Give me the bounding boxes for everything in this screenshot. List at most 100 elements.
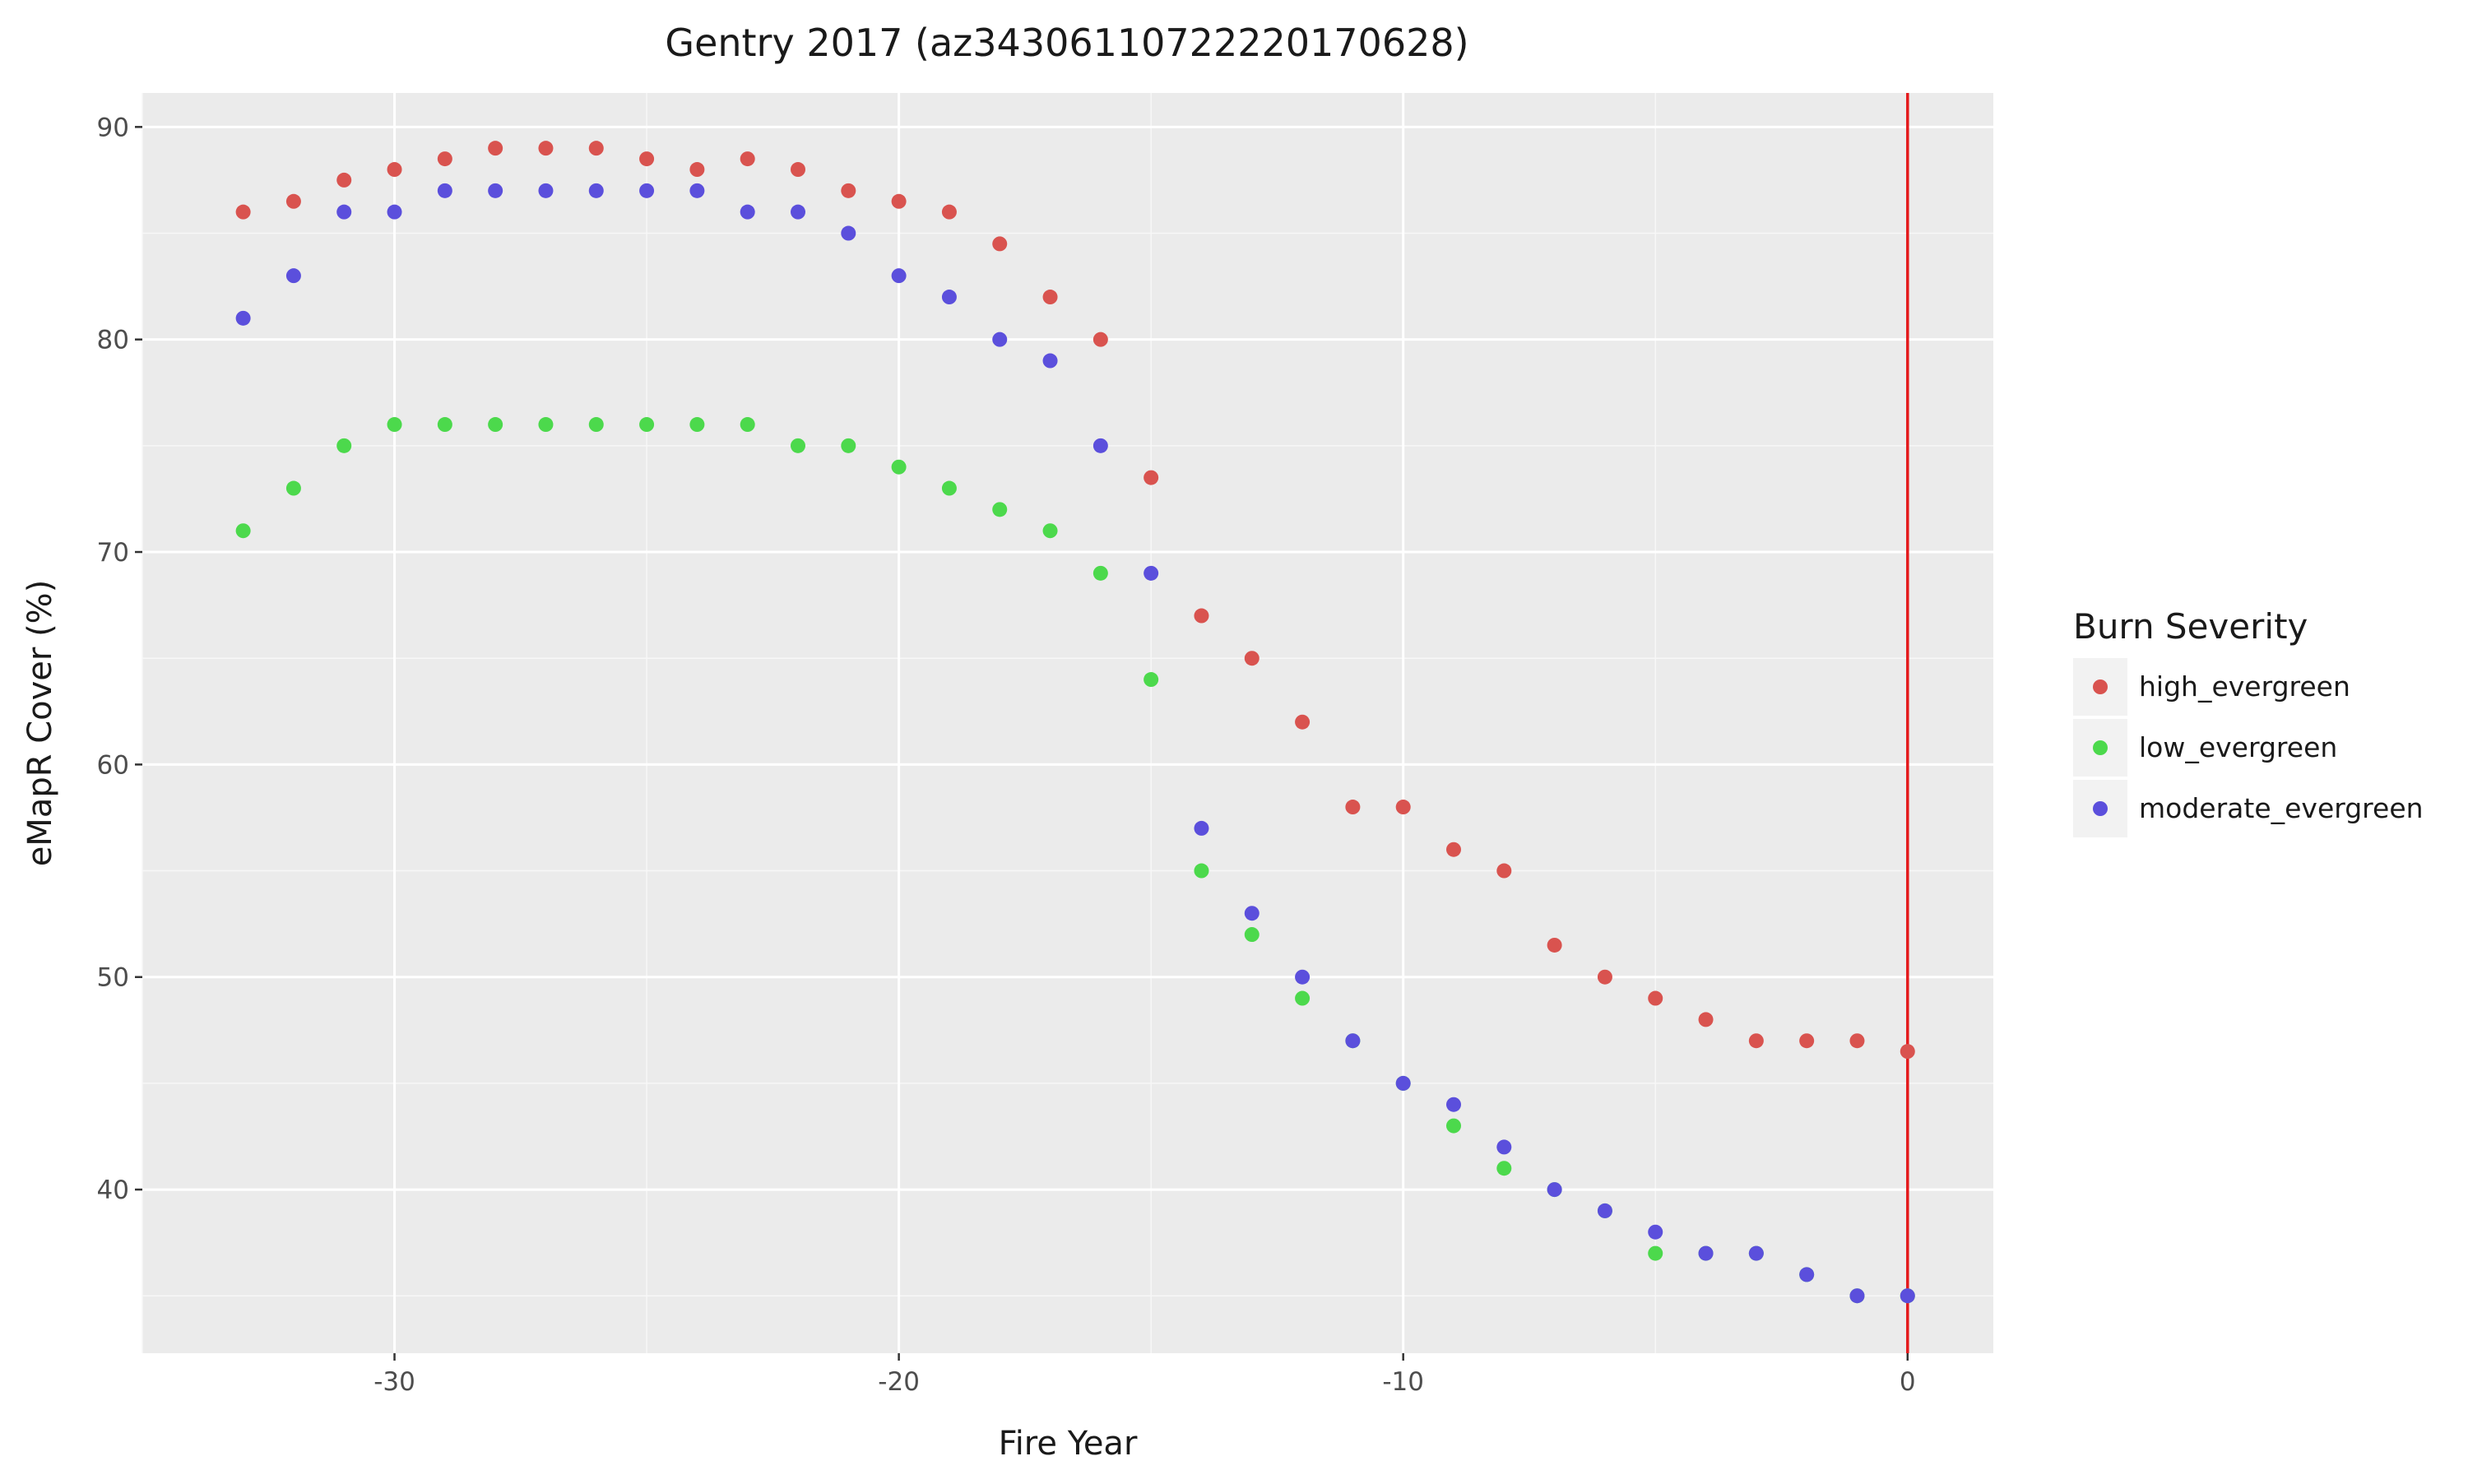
- data-point: [941, 290, 957, 305]
- data-point: [1395, 800, 1411, 815]
- series-moderate_evergreen: [235, 183, 1915, 1304]
- y-tick-label: 80: [97, 326, 129, 355]
- data-point: [588, 417, 604, 433]
- y-axis-label: eMapR Cover (%): [21, 580, 59, 867]
- data-point: [689, 417, 705, 433]
- data-point: [1849, 1033, 1865, 1049]
- data-point: [1748, 1245, 1764, 1261]
- data-point: [1799, 1267, 1815, 1282]
- grid-minor: [141, 93, 1993, 1353]
- data-point: [1496, 1139, 1512, 1155]
- data-point: [791, 438, 806, 453]
- data-point: [538, 183, 554, 198]
- data-point: [1144, 565, 1159, 581]
- data-point: [1446, 1118, 1462, 1134]
- data-point: [1042, 290, 1058, 305]
- data-point: [941, 480, 957, 496]
- y-tick-label: 50: [97, 963, 129, 993]
- data-point: [1194, 608, 1209, 624]
- data-point: [841, 183, 856, 198]
- data-point: [841, 438, 856, 453]
- data-point: [1748, 1033, 1764, 1049]
- data-point: [639, 417, 655, 433]
- legend-label: high_evergreen: [2139, 670, 2350, 703]
- data-point: [1042, 353, 1058, 369]
- data-point: [488, 417, 503, 433]
- data-point: [1093, 332, 1108, 347]
- legend-marker: [2093, 801, 2108, 816]
- data-point: [1194, 863, 1209, 879]
- data-point: [1144, 470, 1159, 485]
- data-point: [1295, 969, 1311, 985]
- data-point: [1698, 1012, 1714, 1027]
- chart-title: Gentry 2017 (az34306110722220170628): [665, 21, 1468, 65]
- x-axis-ticks: -30 -20 -10 0: [373, 1353, 1916, 1397]
- legend-marker: [2093, 740, 2108, 755]
- x-tick-label: -10: [1382, 1367, 1424, 1397]
- x-tick-label: 0: [1900, 1367, 1916, 1397]
- y-tick-label: 70: [97, 538, 129, 568]
- data-point: [639, 151, 655, 167]
- data-point: [1547, 937, 1562, 953]
- data-point: [1648, 1224, 1663, 1240]
- data-point: [1042, 523, 1058, 539]
- data-point: [538, 417, 554, 433]
- data-point: [791, 162, 806, 178]
- data-point: [437, 183, 452, 198]
- data-point: [387, 417, 402, 433]
- legend-label: moderate_evergreen: [2139, 792, 2424, 824]
- data-point: [841, 225, 856, 241]
- data-point: [1093, 438, 1108, 453]
- data-point: [1849, 1288, 1865, 1304]
- data-point: [235, 204, 251, 220]
- data-point: [1597, 969, 1612, 985]
- data-point: [1900, 1288, 1915, 1304]
- data-point: [1496, 1161, 1512, 1176]
- data-point: [891, 193, 907, 209]
- legend-title: Burn Severity: [2073, 606, 2308, 647]
- legend-marker: [2093, 679, 2108, 694]
- data-point: [1244, 927, 1260, 943]
- data-point: [1345, 800, 1361, 815]
- data-point: [1295, 990, 1311, 1006]
- data-point: [1295, 714, 1311, 730]
- x-axis-label: Fire Year: [999, 1425, 1138, 1463]
- y-tick-label: 90: [97, 113, 129, 142]
- data-point: [336, 438, 352, 453]
- data-point: [1446, 1097, 1462, 1112]
- data-point: [387, 204, 402, 220]
- data-point: [285, 268, 301, 284]
- data-point: [740, 204, 755, 220]
- data-point: [285, 480, 301, 496]
- data-point: [1648, 1245, 1663, 1261]
- data-point: [538, 141, 554, 156]
- data-point: [1597, 1203, 1612, 1218]
- data-point: [588, 141, 604, 156]
- data-points: [235, 141, 1915, 1304]
- y-tick-label: 40: [97, 1176, 129, 1205]
- legend: Burn Severity high_evergreen low_evergree…: [2073, 606, 2424, 837]
- legend-label: low_evergreen: [2139, 731, 2337, 763]
- data-point: [1345, 1033, 1361, 1049]
- data-point: [689, 183, 705, 198]
- series-high_evergreen: [235, 141, 1915, 1060]
- data-point: [992, 332, 1008, 347]
- x-tick-label: -20: [878, 1367, 920, 1397]
- data-point: [1648, 990, 1663, 1006]
- data-point: [336, 172, 352, 188]
- data-point: [891, 268, 907, 284]
- x-tick-label: -30: [373, 1367, 415, 1397]
- data-point: [639, 183, 655, 198]
- data-point: [791, 204, 806, 220]
- data-point: [1446, 842, 1462, 857]
- y-tick-label: 60: [97, 750, 129, 780]
- data-point: [488, 141, 503, 156]
- data-point: [1900, 1044, 1915, 1060]
- data-point: [387, 162, 402, 178]
- data-point: [336, 204, 352, 220]
- data-point: [941, 204, 957, 220]
- data-point: [235, 310, 251, 326]
- data-point: [740, 151, 755, 167]
